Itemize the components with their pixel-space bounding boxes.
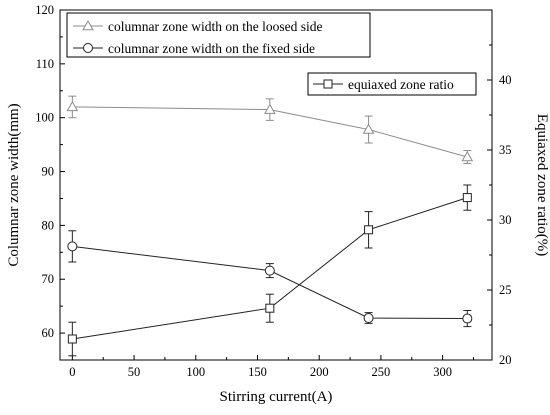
data-point xyxy=(265,303,275,313)
legend-label: columnar zone width on the fixed side xyxy=(108,41,315,56)
x-tick-label: 150 xyxy=(248,365,267,379)
x-tick-label: 200 xyxy=(310,365,329,379)
y-left-tick-label: 70 xyxy=(42,272,55,286)
legend-label: columnar zone width on the loosed side xyxy=(108,19,322,34)
data-point xyxy=(461,150,474,162)
y-left-tick-label: 60 xyxy=(42,326,55,340)
series-line xyxy=(72,245,468,320)
y-left-tick-label: 90 xyxy=(42,165,55,179)
data-point xyxy=(67,241,78,252)
legend-marker xyxy=(83,43,93,53)
plot-frame xyxy=(59,9,493,361)
y-left-tick-label: 80 xyxy=(42,218,55,232)
x-tick-label: 100 xyxy=(186,365,205,379)
y-right-tick-label: 40 xyxy=(499,73,512,87)
data-point xyxy=(264,265,275,276)
series-circle xyxy=(67,230,473,328)
legend-marker xyxy=(82,19,94,31)
y-right-axis-title: Equiaxed zone ratio(%) xyxy=(534,114,550,256)
data-point xyxy=(364,225,374,235)
legend-marker xyxy=(323,79,333,89)
data-point xyxy=(362,123,375,134)
x-tick-label: 250 xyxy=(372,365,391,379)
x-tick-label: 0 xyxy=(69,365,75,379)
x-axis-title: Stirring current(A) xyxy=(220,389,333,405)
data-point xyxy=(363,313,374,323)
data-point xyxy=(462,193,472,203)
data-point xyxy=(66,100,79,112)
series-layer xyxy=(66,95,474,357)
y-right-tick-label: 25 xyxy=(499,283,512,297)
axes-layer xyxy=(59,9,493,361)
data-point xyxy=(263,103,276,114)
data-point xyxy=(462,313,473,324)
y-left-axis-title: Columnar zone width(mm) xyxy=(6,103,22,266)
y-left-tick-label: 100 xyxy=(35,111,54,125)
ticks-layer: 0 50 100 150 200 250 300 60 70 80 90 100 110 120 20 25 3… xyxy=(35,3,511,379)
x-tick-label: 300 xyxy=(433,365,452,379)
legend-layer: columnar zone width on the loosed side co… xyxy=(66,12,477,96)
series-line xyxy=(72,197,468,340)
y-left-tick-label: 120 xyxy=(35,3,54,17)
y-left-tick-label: 110 xyxy=(36,57,54,71)
y-right-tick-label: 30 xyxy=(499,213,512,227)
x-tick-label: 50 xyxy=(128,365,141,379)
series-line xyxy=(72,106,468,158)
data-point xyxy=(67,334,77,344)
legend-label: equiaxed zone ratio xyxy=(348,77,454,92)
series-triangle xyxy=(66,95,474,164)
y-right-tick-label: 35 xyxy=(499,143,512,157)
legend-box-columnar xyxy=(66,12,371,58)
series-square xyxy=(67,184,472,357)
legend-box-equiaxed xyxy=(307,72,477,96)
y-right-tick-label: 20 xyxy=(499,353,512,367)
